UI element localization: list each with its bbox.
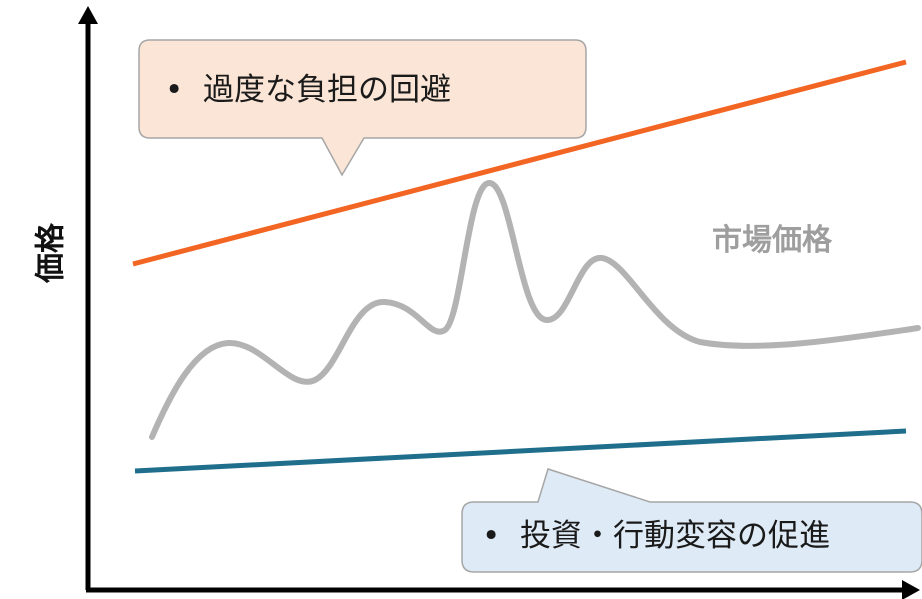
top-callout-text: 過度な負担の回避 (203, 72, 451, 108)
top-callout-bullet: • (165, 72, 183, 108)
lower-price-line (134, 428, 907, 474)
market-price-label: 市場価格 (712, 223, 833, 258)
market-price-curve (149, 180, 921, 440)
bottom-callout-text: 投資・行動変容の促進 (520, 518, 830, 554)
x-axis-arrowhead (902, 580, 920, 599)
y-axis-label: 価格 (34, 222, 69, 284)
upper-price-line (132, 59, 907, 267)
top-callout-shape (138, 39, 587, 177)
bottom-callout-bullet: • (482, 518, 500, 554)
bottom-callout-shape (461, 468, 922, 573)
top-callout: • 過度な負担の回避 (138, 39, 587, 177)
bottom-callout: • 投資・行動変容の促進 (461, 468, 922, 573)
y-axis-arrowhead (78, 6, 98, 24)
